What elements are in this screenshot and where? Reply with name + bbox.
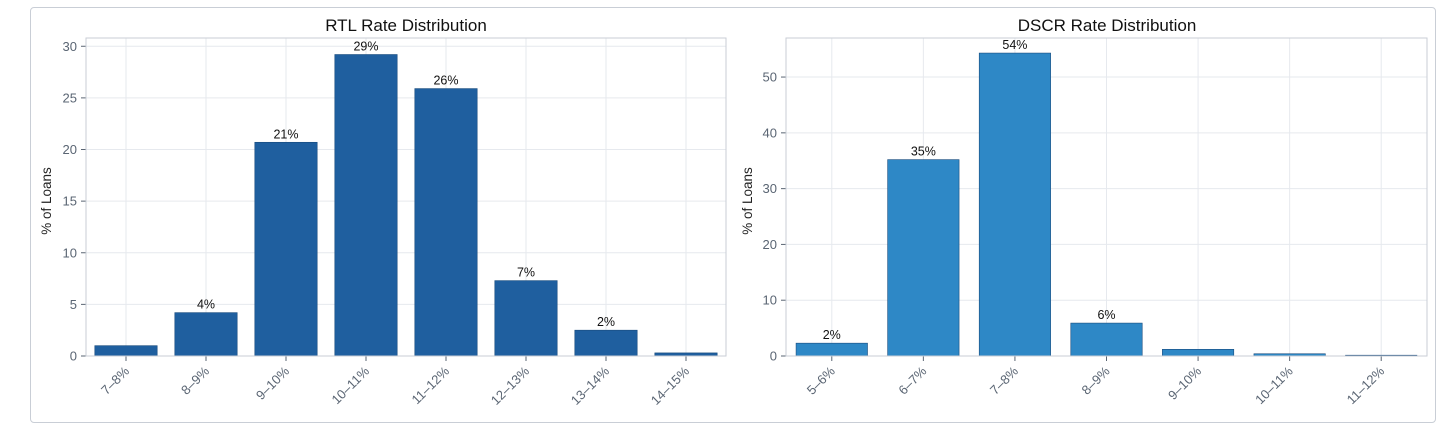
- rtl-y-tick-label: 20: [63, 142, 77, 157]
- dscr-y-tick-label: 40: [763, 125, 777, 140]
- rtl-bar: [414, 88, 478, 357]
- rtl-x-tick-label: 7–8%: [98, 363, 132, 397]
- rtl-bar: [334, 54, 398, 357]
- dscr-x-tick-label: 6–7%: [895, 363, 929, 397]
- dscr-y-tick-label: 50: [763, 70, 777, 85]
- rtl-bar: [574, 329, 638, 357]
- rtl-plot-border: [85, 37, 727, 357]
- dscr-ticks: 0 10 20 30 40 50 5–6% 6–7% 7–8% 8–9% 9–10% 10–11% 11…: [763, 70, 1388, 408]
- dscr-x-tick-label: 11–12%: [1344, 363, 1388, 407]
- dscr-data-label: 6%: [1097, 308, 1115, 322]
- rtl-x-tick-label: 11–12%: [408, 363, 452, 407]
- rtl-y-tick-label: 30: [63, 39, 77, 54]
- rtl-bar: [494, 280, 558, 357]
- rtl-x-tick-label: 12–13%: [488, 363, 533, 408]
- rtl-bar: [94, 345, 158, 357]
- rtl-x-tick-label: 9–10%: [253, 363, 293, 403]
- rtl-bar: [174, 312, 238, 357]
- rtl-data-label: 7%: [517, 266, 535, 280]
- rtl-data-label: 4%: [197, 298, 215, 312]
- dscr-data-label: 54%: [1002, 38, 1027, 52]
- dscr-bar: [1162, 349, 1235, 357]
- dscr-bar: [978, 52, 1051, 357]
- dscr-bars: 2% 35% 54% 6%: [795, 38, 1418, 357]
- dscr-bar: [795, 342, 868, 357]
- dscr-x-tick-label: 7–8%: [987, 363, 1021, 397]
- rtl-y-tick-label: 10: [63, 245, 77, 260]
- dscr-y-tick-label: 30: [763, 181, 777, 196]
- dscr-chart: DSCR Rate Distribution % of Loans 2% 35% 5…: [740, 16, 1428, 408]
- dscr-chart-title: DSCR Rate Distribution: [1018, 16, 1197, 35]
- rtl-x-tick-label: 14–15%: [648, 363, 693, 408]
- rtl-data-label: 2%: [597, 315, 615, 329]
- rtl-chart: RTL Rate Distribution % of Loans 4% 21% 29…: [39, 16, 727, 408]
- dscr-data-label: 2%: [823, 328, 841, 342]
- rtl-x-tick-label: 8–9%: [178, 363, 212, 397]
- rtl-y-tick-label: 0: [70, 349, 77, 364]
- dscr-y-tick-label: 10: [763, 293, 777, 308]
- rtl-y-tick-label: 15: [63, 194, 77, 209]
- dscr-x-tick-label: 8–9%: [1079, 363, 1113, 397]
- rtl-bar: [254, 141, 318, 357]
- rtl-y-tick-label: 5: [70, 297, 77, 312]
- dscr-bar: [887, 159, 960, 357]
- rtl-y-axis-label: % of Loans: [39, 167, 54, 235]
- rtl-bars: 4% 21% 29% 26% 7% 2%: [94, 40, 718, 357]
- dscr-x-tick-label: 5–6%: [804, 363, 838, 397]
- rtl-y-tick-label: 25: [63, 90, 77, 105]
- rtl-data-label: 21%: [273, 127, 298, 141]
- rtl-data-label: 29%: [353, 40, 378, 54]
- dscr-bar: [1070, 322, 1143, 357]
- rtl-gridlines: [86, 38, 726, 357]
- rtl-chart-title: RTL Rate Distribution: [325, 16, 487, 35]
- dscr-x-tick-label: 10–11%: [1252, 363, 1296, 407]
- dscr-plot-border: [785, 37, 1428, 357]
- dscr-data-label: 35%: [911, 145, 936, 159]
- dscr-y-axis-label: % of Loans: [740, 167, 755, 235]
- rtl-x-tick-label: 13–14%: [568, 363, 613, 408]
- rtl-data-label: 26%: [433, 74, 458, 88]
- rtl-x-tick-label: 10–11%: [328, 363, 372, 407]
- dscr-x-tick-label: 9–10%: [1165, 363, 1205, 403]
- dscr-y-tick-label: 20: [763, 237, 777, 252]
- dscr-y-tick-label: 0: [770, 349, 777, 364]
